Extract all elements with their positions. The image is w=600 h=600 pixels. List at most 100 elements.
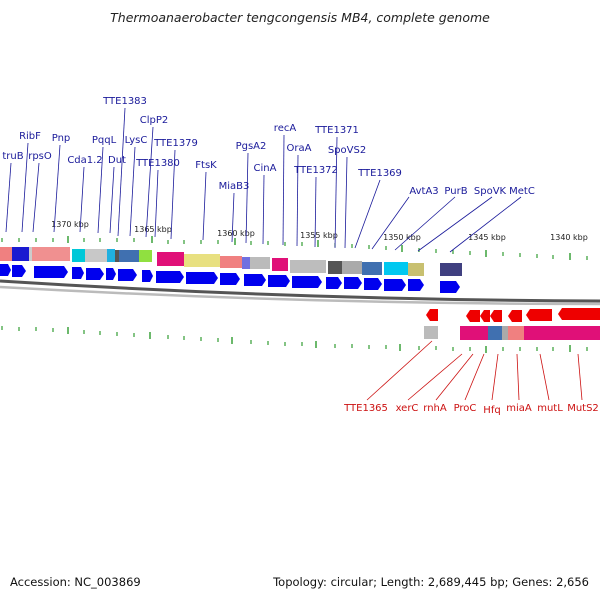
gene-arrow	[426, 309, 438, 321]
gene-arrow	[466, 310, 480, 322]
gene-label-cda1-2: Cda1.2	[67, 155, 102, 166]
forward-strand-genes	[0, 264, 460, 293]
gene-label-trub: truB	[2, 151, 23, 162]
gene-arrow	[440, 281, 460, 293]
scale-label: 1340 kbp	[550, 233, 588, 242]
track-segment	[107, 249, 115, 262]
track-segment	[184, 254, 220, 267]
leader-line	[117, 107, 126, 237]
map-title: Thermoanaerobacter tengcongensis MB4, co…	[110, 10, 490, 25]
gene-label-purb: PurB	[444, 186, 467, 197]
track-segment	[524, 326, 600, 340]
track-segment	[250, 257, 270, 269]
leader-line	[5, 162, 12, 233]
leader-line	[296, 154, 299, 247]
gene-label-pqql: PqqL	[92, 135, 117, 146]
track-segment	[502, 326, 508, 340]
gene-label-dut: Dut	[108, 155, 126, 166]
track-segment	[272, 258, 288, 271]
lower-tick-row	[1, 326, 588, 353]
leader-line	[344, 156, 348, 249]
leader-line	[79, 166, 85, 233]
gene-arrow	[344, 277, 362, 289]
track-segment	[508, 326, 524, 340]
track-segment	[342, 261, 362, 274]
gene-label-tte1371: TTE1371	[314, 125, 359, 136]
gene-arrow	[558, 308, 600, 320]
scale-labels: 1370 kbp 1365 kbp 1360 kbp 1355 kbp 1350…	[51, 220, 588, 242]
gene-label-oraa: OraA	[287, 143, 312, 154]
track-segment	[460, 326, 488, 340]
gene-label-tte1372: TTE1372	[293, 165, 338, 176]
leader-line	[109, 166, 115, 234]
leader-line	[314, 176, 317, 248]
gene-arrow	[408, 279, 424, 291]
track-segment	[440, 263, 462, 276]
leader-line	[449, 196, 522, 253]
gene-arrow	[326, 277, 342, 289]
gene-label-lysc: LysC	[125, 135, 148, 146]
track-segment	[115, 250, 119, 262]
gene-arrow	[220, 273, 240, 285]
function-color-track	[0, 247, 462, 276]
leader-line	[154, 169, 159, 238]
leader-line	[417, 196, 493, 252]
track-segment	[328, 261, 342, 274]
gene-label-clpp2: ClpP2	[140, 115, 169, 126]
leader-line	[170, 149, 176, 240]
top-gene-labels: truB RibF rpsO Pnp Cda1.2 PqqL Dut TTE13…	[2, 96, 534, 197]
track-segment	[242, 257, 250, 269]
leader-line	[435, 353, 474, 401]
leader-line	[262, 174, 265, 245]
gene-label-ftsk: FtsK	[195, 160, 217, 171]
gene-label-rnha: rnhA	[423, 403, 447, 414]
track-segment	[362, 262, 382, 275]
scale-label: 1345 kbp	[468, 233, 506, 242]
gene-label-spovk: SpoVK	[474, 186, 507, 197]
gene-arrow	[480, 310, 490, 322]
genome-summary-text: Topology: circular; Length: 2,689,445 bp…	[272, 575, 589, 589]
track-segment	[220, 256, 242, 268]
gene-arrow	[106, 268, 116, 280]
track-segment	[12, 247, 29, 261]
track-segment	[488, 326, 502, 340]
leader-line	[539, 353, 550, 401]
gene-arrow	[186, 272, 218, 284]
gene-arrow	[384, 279, 406, 291]
gene-arrow	[118, 269, 137, 281]
track-segment	[72, 249, 85, 262]
scale-label: 1350 kbp	[383, 233, 421, 242]
leader-line	[516, 353, 520, 401]
gene-label-cina: CinA	[254, 163, 277, 174]
leader-line	[577, 353, 583, 401]
gene-label-tte1365: TTE1365	[343, 403, 388, 414]
reverse-strand-genes	[426, 308, 600, 322]
gene-label-mutl: mutL	[537, 403, 563, 414]
leader-line	[334, 136, 338, 249]
gene-arrow	[526, 309, 552, 321]
gene-label-ribf: RibF	[19, 131, 41, 142]
gene-label-miab3: MiaB3	[219, 181, 250, 192]
accession-text: Accession: NC_003869	[10, 575, 141, 589]
leader-line	[464, 353, 485, 401]
leader-line	[407, 353, 463, 401]
gene-arrow	[34, 266, 68, 278]
gene-arrow	[364, 278, 382, 290]
leader-line	[491, 353, 499, 401]
leader-line	[129, 146, 136, 237]
track-segment	[32, 247, 70, 261]
gene-arrow	[72, 267, 84, 279]
leader-line	[53, 144, 61, 233]
track-segment	[384, 262, 408, 275]
leader-line	[145, 126, 154, 238]
gene-arrow	[156, 271, 184, 283]
gene-arrow	[244, 274, 266, 286]
gene-arrow	[508, 310, 522, 322]
gene-label-rpso: rpsO	[28, 151, 52, 162]
gene-arrow	[490, 310, 502, 322]
gene-arrow	[292, 276, 322, 288]
leader-line	[202, 171, 207, 241]
track-segment	[139, 250, 152, 262]
gene-label-tte1379: TTE1379	[153, 138, 198, 149]
